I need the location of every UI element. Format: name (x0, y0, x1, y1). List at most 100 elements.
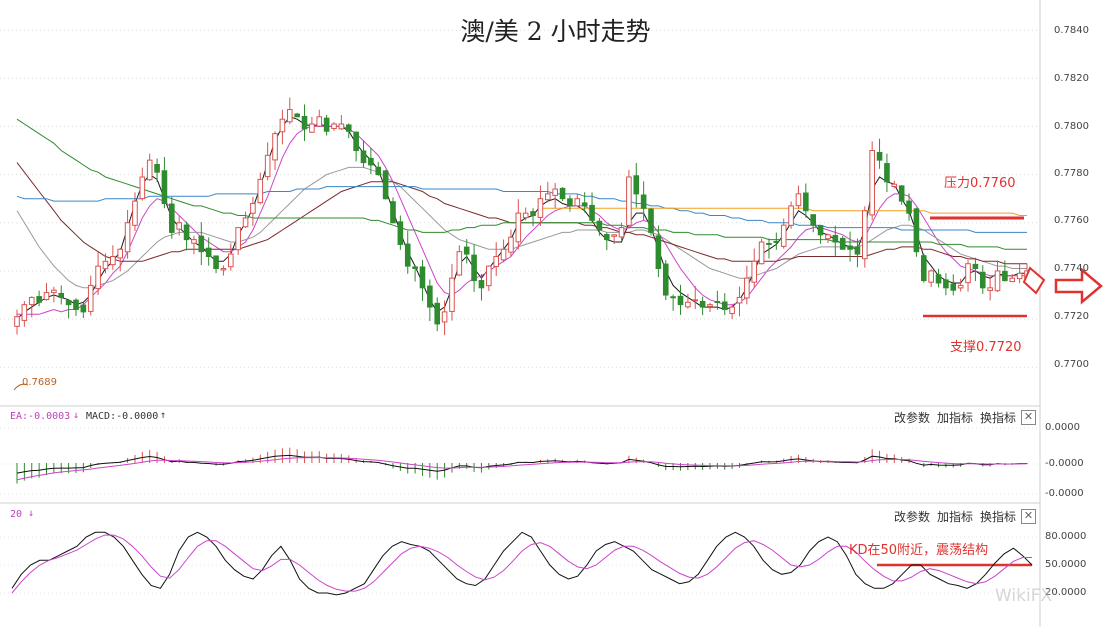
candle-body (331, 123, 337, 129)
candle-body (419, 266, 426, 289)
candle-body (338, 123, 345, 130)
candle-body (227, 253, 234, 268)
kd-switch-indicator-button[interactable]: 换指标 (980, 510, 1017, 524)
candle-body (279, 118, 286, 133)
candles (14, 97, 1030, 336)
candle-body (979, 271, 986, 289)
candle-body (721, 301, 728, 310)
kd-panel (11, 531, 1033, 596)
kd-close-icon[interactable]: ✕ (1021, 509, 1036, 524)
kd-tick: 20.0000 (1045, 587, 1087, 598)
candle-body (692, 299, 699, 302)
dea-down-arrow-icon: ↓ (73, 410, 80, 421)
ma-line (17, 125, 1027, 315)
candle-body (913, 208, 920, 253)
kd-add-indicator-button[interactable]: 加指标 (937, 510, 974, 524)
y-tick: 0.7760 (1054, 215, 1089, 226)
candle-body (766, 242, 772, 245)
candle-body (1009, 277, 1016, 283)
min-marker (13, 383, 29, 391)
candle-body (611, 234, 617, 237)
candle-body (603, 234, 610, 241)
candle-body (581, 202, 588, 207)
candle-body (205, 247, 212, 257)
candle-body (250, 203, 256, 214)
candle-body (574, 198, 581, 207)
candle-body (198, 235, 205, 253)
candle-body (449, 277, 455, 312)
candle-body (427, 285, 433, 308)
candle-body (552, 188, 558, 196)
kd-note-label: KD在50附近，震荡结构 (849, 543, 989, 558)
candle-body (965, 263, 971, 284)
candle-body (685, 301, 691, 308)
candle-body (891, 183, 898, 188)
candle-body (810, 214, 817, 226)
candle-body (920, 255, 927, 282)
candle-body (80, 304, 87, 313)
candle-body (972, 263, 979, 270)
candle-body (744, 277, 750, 299)
chart-title: 澳/美 2 小时走势 (460, 17, 651, 46)
macd-close-icon[interactable]: ✕ (1021, 410, 1036, 425)
candle-body (508, 236, 514, 253)
candle-body (773, 240, 780, 243)
candle-body (707, 304, 713, 307)
ma-line (16, 116, 1027, 320)
candle-body (272, 133, 278, 161)
candle-body (390, 201, 396, 224)
candle-body (862, 210, 868, 260)
candle-body (28, 296, 35, 306)
candle-body (898, 185, 905, 202)
candle-body (73, 299, 79, 310)
kd-edit-params-button[interactable]: 改参数 (894, 510, 931, 524)
candle-body (161, 170, 168, 205)
candle-body (294, 113, 300, 118)
candle-body (478, 280, 485, 289)
candle-body (404, 243, 411, 267)
macd-add-indicator-button[interactable]: 加指标 (937, 411, 974, 425)
candle-body (486, 265, 492, 287)
candle-body (729, 306, 735, 314)
candle-body (463, 246, 470, 255)
candle-body (146, 159, 153, 181)
candle-body (220, 268, 227, 271)
candle-body (633, 175, 640, 195)
candle-body (817, 225, 824, 236)
candle-body (596, 220, 603, 231)
min-price-label: 0.7689 (22, 377, 57, 388)
watermark-text: WikiFX (995, 586, 1053, 606)
macd-tick: -0.0000 (1045, 488, 1084, 499)
candle-body (884, 163, 890, 183)
candle-body (36, 296, 42, 303)
moving-averages (16, 116, 1027, 320)
candle-body (353, 131, 359, 152)
y-tick: 0.7840 (1054, 25, 1089, 36)
resistance-label: 压力0.7760 (944, 176, 1016, 191)
macd-panel (16, 447, 1028, 484)
candle-body (567, 198, 573, 207)
candle-body (117, 248, 124, 259)
candle-body (994, 270, 1001, 292)
y-tick: 0.7820 (1054, 73, 1089, 84)
arrow-shape (1054, 267, 1103, 305)
candle-body (493, 255, 499, 267)
macd-dea-line (16, 456, 1028, 481)
macd-tick: 0.0000 (1045, 422, 1080, 433)
candle-body (677, 295, 684, 306)
candle-body (832, 234, 839, 243)
candle-body (169, 203, 175, 233)
candle-body (43, 292, 50, 301)
ma-line (16, 186, 1027, 233)
candle-body (545, 193, 551, 201)
watermark-logo: WikiFX (995, 586, 1052, 606)
candle-body (301, 115, 308, 130)
candle-body (51, 289, 57, 294)
candle-body (847, 245, 853, 250)
candle-body (124, 222, 131, 253)
macd-edit-params-button[interactable]: 改参数 (894, 411, 931, 425)
candle-body (360, 150, 367, 164)
candle-body (839, 237, 846, 250)
macd-switch-indicator-button[interactable]: 换指标 (980, 411, 1017, 425)
